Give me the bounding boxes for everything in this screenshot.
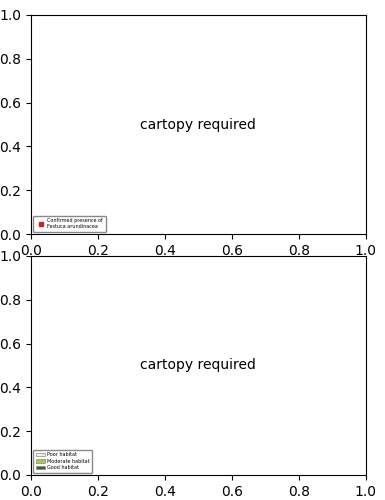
Legend: Poor habitat, Moderate habitat, Good habitat: Poor habitat, Moderate habitat, Good hab… xyxy=(33,450,92,472)
Text: cartopy required: cartopy required xyxy=(141,118,256,132)
Text: cartopy required: cartopy required xyxy=(141,358,256,372)
Legend: Confirmed presence of
Festuca arundinacea: Confirmed presence of Festuca arundinace… xyxy=(33,216,105,232)
